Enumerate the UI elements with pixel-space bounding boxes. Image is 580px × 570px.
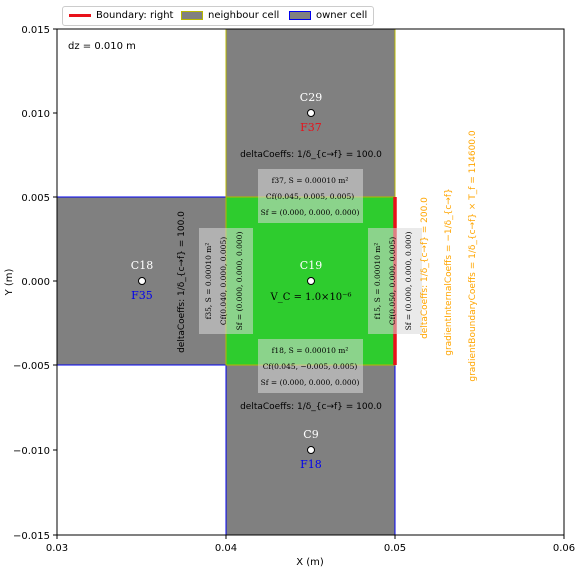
legend-item-neighbour: neighbour cell	[181, 10, 279, 21]
face-label-left: F35	[131, 289, 153, 302]
legend-boundary-label: Boundary: right	[96, 10, 174, 21]
x-tick-label: 0.03	[46, 543, 68, 554]
delta-coeffs-right: deltaCoeffs: 1/δ_{c→f} = 200.0	[420, 197, 430, 339]
cell-label-bottom: C9	[303, 428, 318, 441]
y-tick-label: 0.010	[21, 109, 50, 120]
x-tick-label: 0.06	[553, 543, 575, 554]
y-tick-label: 0.015	[21, 25, 50, 36]
face-info-top-line1: f37, S = 0.00010 m²	[272, 176, 349, 185]
x-axis-label: X (m)	[296, 557, 324, 568]
cell-centre-owner	[307, 277, 315, 285]
face-info-left-line3: Sf = (0.000, 0.000, 0.000)	[235, 232, 244, 331]
y-tick-label: 0.000	[21, 277, 50, 288]
legend-item-boundary: Boundary: right	[69, 10, 173, 21]
gradient-boundary-coeffs: gradientBoundaryCoeffs = 1/δ_{c→f} × T_f…	[468, 130, 478, 382]
face-info-top-line3: Sf = (0.000, 0.000, 0.000)	[261, 208, 360, 217]
face-label-top: F37	[300, 121, 322, 134]
y-tick-label: −0.005	[13, 361, 50, 372]
legend-owner-label: owner cell	[316, 10, 368, 21]
face-info-bottom-line2: Cf(0.045, −0.005, 0.005)	[263, 362, 358, 371]
dz-annotation: dz = 0.010 m	[68, 41, 136, 52]
owner-volume: V_C = 1.0×10⁻⁶	[270, 292, 352, 303]
y-tick-label: −0.010	[13, 446, 50, 457]
gradient-internal-coeffs: gradientInternalCoeffs = −1/δ_{c→f}	[444, 188, 454, 356]
legend: Boundary: right neighbour cell owner cel…	[62, 6, 374, 26]
face-info-box-bottom	[258, 339, 363, 393]
delta-coeffs-left: deltaCoeffs: 1/δ_{c→f} = 100.0	[177, 211, 187, 353]
cell-label-owner: C19	[300, 259, 322, 272]
face-info-box-right	[368, 228, 422, 334]
face-info-left-line1: f35, S = 0.00010 m²	[204, 243, 213, 320]
face-label-bottom: F18	[300, 458, 322, 471]
cell-label-left: C18	[131, 259, 153, 272]
y-axis-label: Y (m)	[4, 268, 15, 296]
delta-coeffs-top: deltaCoeffs: 1/δ_{c→f} = 100.0	[240, 150, 382, 160]
face-info-box-top	[258, 169, 363, 223]
face-info-right-line1: f15, S = 0.00010 m²	[373, 243, 382, 320]
y-tick-label: −0.015	[13, 531, 50, 542]
y-axis: 0.015 0.010 0.005 0.000 −0.005 −0.010 −0…	[4, 25, 57, 542]
face-info-bottom-line1: f18, S = 0.00010 m²	[272, 346, 349, 355]
face-info-right-line2: Cf(0.050, 0.000, 0.005)	[388, 237, 397, 325]
legend-owner-swatch	[289, 11, 311, 20]
cell-centre-left	[138, 277, 146, 285]
face-info-top-line2: Cf(0.045, 0.005, 0.005)	[266, 192, 354, 201]
axes-frame	[56, 28, 565, 536]
x-axis: 0.03 0.04 0.05 0.06 X (m)	[46, 535, 575, 568]
legend-neighbour-swatch	[181, 11, 203, 20]
delta-coeffs-bottom: deltaCoeffs: 1/δ_{c→f} = 100.0	[240, 402, 382, 412]
legend-neighbour-label: neighbour cell	[208, 10, 280, 21]
x-tick-label: 0.05	[384, 543, 406, 554]
face-info-right-line3: Sf = (0.000, 0.000, 0.000)	[404, 232, 413, 331]
cell-centre-top	[307, 109, 315, 117]
x-tick-label: 0.04	[215, 543, 237, 554]
cell-label-top: C29	[300, 91, 322, 104]
face-info-box-left	[199, 228, 253, 334]
face-info-left-line2: Cf(0.040, 0.000, 0.005)	[219, 237, 228, 325]
cell-centre-bottom	[307, 446, 315, 454]
y-tick-label: 0.005	[21, 193, 50, 204]
legend-item-owner: owner cell	[289, 10, 367, 21]
face-info-bottom-line3: Sf = (0.000, 0.000, 0.000)	[261, 378, 360, 387]
legend-boundary-swatch	[69, 14, 91, 17]
